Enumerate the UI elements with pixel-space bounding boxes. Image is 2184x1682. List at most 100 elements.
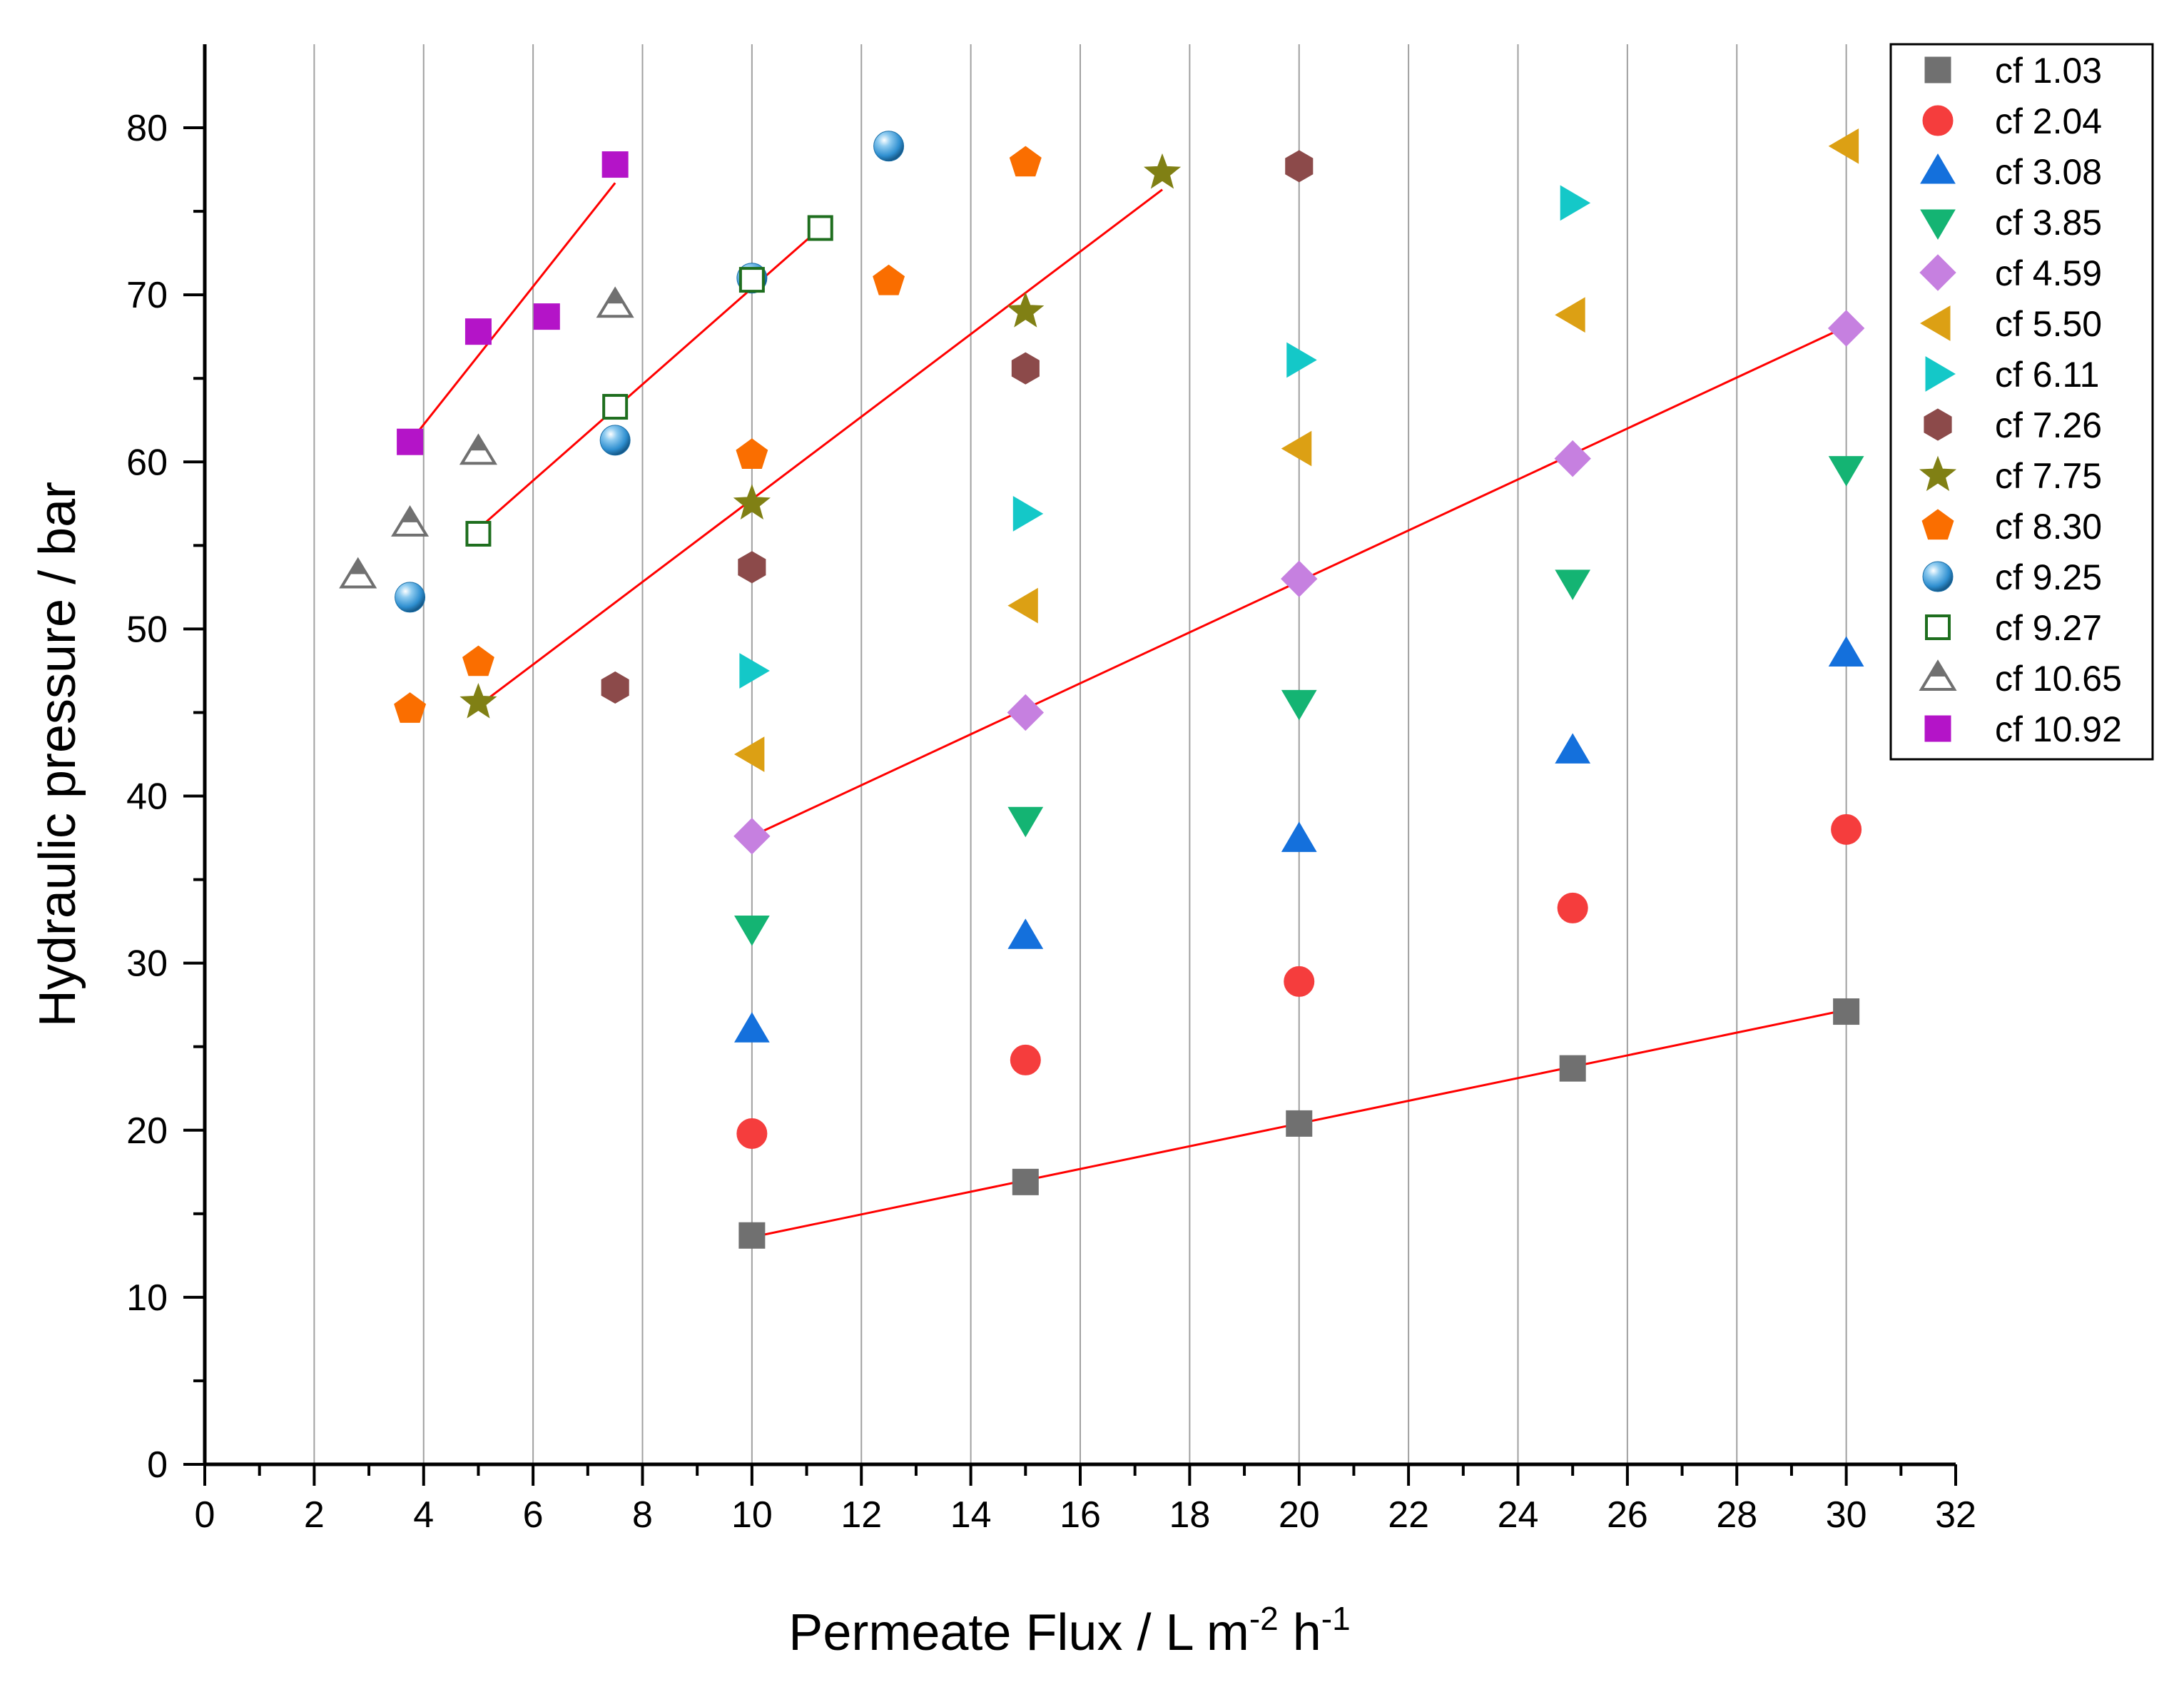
- legend-item-cf-3-08: cf 3.08: [1920, 152, 2102, 192]
- legend-label: cf 7.75: [1995, 456, 2102, 496]
- y-axis-title: Hydraulic pressure / bar: [29, 482, 86, 1027]
- legend-item-cf-9-27: cf 9.27: [1925, 608, 2102, 648]
- point-cf-10-92: [397, 428, 424, 455]
- legend-item-cf-10-92: cf 10.92: [1924, 709, 2122, 749]
- point-cf-10-65: [596, 286, 634, 318]
- point-cf-6-11: [1012, 495, 1044, 532]
- point-cf-3-85: [1828, 456, 1864, 487]
- point-cf-7-26: [1285, 150, 1314, 183]
- point-cf-3-85: [1555, 569, 1591, 600]
- axes: 0 2 4 6 8 10 12 14 16 18 20 22 24 26 28 30 3201020304050…: [126, 44, 1976, 1536]
- point-cf-4-59: [1554, 440, 1591, 477]
- legend-label: cf 2.04: [1995, 101, 2102, 141]
- point-cf-3-08: [1281, 821, 1317, 852]
- legend-item-cf-2-04: cf 2.04: [1922, 101, 2102, 141]
- legend-item-cf-1-03: cf 1.03: [1924, 51, 2102, 91]
- point-cf-10-92: [601, 151, 629, 178]
- fit-line-cf-10-92: [409, 182, 616, 443]
- legend-label: cf 6.11: [1995, 355, 2099, 395]
- legend-marker-cf-5-50: [1920, 305, 1951, 341]
- legend-marker-cf-3-08: [1920, 153, 1956, 184]
- point-cf-10-92: [464, 318, 492, 345]
- point-cf-3-08: [734, 1012, 770, 1043]
- point-cf-4-59: [1827, 310, 1865, 347]
- legend-marker-cf-3-85: [1920, 209, 1956, 240]
- grid: [313, 44, 1847, 1464]
- legend-item-cf-5-50: cf 5.50: [1920, 304, 2102, 344]
- legend-item-cf-10-65: cf 10.65: [1919, 659, 2122, 699]
- legend-label: cf 5.50: [1995, 304, 2102, 344]
- point-cf-8-30: [1009, 146, 1042, 177]
- point-cf-7-75: [733, 484, 771, 520]
- point-cf-6-11: [1286, 342, 1317, 378]
- legend-item-cf-4-59: cf 4.59: [1919, 253, 2102, 293]
- point-cf-2-04: [1284, 966, 1315, 997]
- legend-marker-cf-10-92: [1924, 715, 1951, 742]
- point-cf-3-85: [734, 915, 770, 946]
- y-tick-label: 50: [126, 609, 168, 650]
- point-cf-5-50: [1555, 297, 1585, 333]
- point-cf-9-25: [599, 425, 631, 456]
- point-cf-7-26: [1011, 352, 1040, 385]
- point-cf-4-59: [733, 818, 771, 855]
- legend-label: cf 4.59: [1995, 253, 2102, 293]
- x-tick-label: 16: [1060, 1494, 1101, 1536]
- point-cf-8-30: [462, 645, 494, 677]
- x-tick-label: 30: [1826, 1494, 1867, 1536]
- legend-label: cf 1.03: [1995, 51, 2102, 91]
- point-cf-3-08: [1828, 636, 1864, 667]
- point-cf-5-50: [733, 736, 765, 772]
- point-cf-9-27: [465, 520, 492, 547]
- y-tick-label: 0: [147, 1444, 168, 1486]
- legend-marker-cf-10-65: [1919, 659, 1957, 691]
- legend-marker-cf-4-59: [1919, 254, 1956, 291]
- x-tick-label: 14: [950, 1494, 992, 1536]
- point-cf-2-04: [1557, 892, 1588, 923]
- point-cf-3-08: [1007, 918, 1044, 949]
- x-tick-label: 4: [413, 1494, 434, 1536]
- point-cf-5-50: [1281, 430, 1312, 467]
- x-tick-label: 2: [304, 1494, 325, 1536]
- x-tick-label: 26: [1607, 1494, 1648, 1536]
- legend-label: cf 3.85: [1995, 203, 2102, 243]
- x-tick-label: 10: [731, 1494, 773, 1536]
- point-cf-9-27: [807, 215, 833, 241]
- point-cf-9-27: [738, 267, 765, 293]
- point-cf-7-75: [459, 682, 497, 719]
- point-cf-6-11: [1560, 185, 1591, 221]
- point-cf-1-03: [738, 1222, 766, 1249]
- legend-marker-cf-7-75: [1919, 455, 1957, 492]
- point-cf-10-65: [339, 557, 377, 589]
- x-tick-label: 32: [1935, 1494, 1976, 1536]
- legend-marker-cf-7-26: [1924, 408, 1952, 441]
- point-cf-1-03: [1559, 1055, 1586, 1082]
- point-cf-4-59: [1007, 694, 1045, 731]
- point-cf-1-03: [1286, 1110, 1313, 1137]
- point-cf-4-59: [1281, 560, 1318, 597]
- legend-item-cf-9-25: cf 9.25: [1922, 557, 2102, 597]
- point-cf-7-75: [1007, 292, 1045, 328]
- x-tick-label: 24: [1498, 1494, 1539, 1536]
- legend-label: cf 10.65: [1995, 659, 2122, 699]
- point-cf-10-65: [391, 505, 430, 537]
- fit-line-cf-9-27: [477, 227, 821, 530]
- point-cf-1-03: [1833, 998, 1860, 1025]
- legend-item-cf-6-11: cf 6.11: [1925, 355, 2099, 395]
- legend-item-cf-3-85: cf 3.85: [1920, 203, 2102, 243]
- legend-item-cf-8-30: cf 8.30: [1921, 507, 2102, 547]
- point-cf-7-75: [1143, 153, 1182, 189]
- legend-label: cf 3.08: [1995, 152, 2102, 192]
- legend-label: cf 9.27: [1995, 608, 2102, 648]
- y-tick-label: 10: [126, 1277, 168, 1319]
- y-tick-label: 60: [126, 442, 168, 483]
- legend-label: cf 9.25: [1995, 557, 2102, 597]
- legend-marker-cf-6-11: [1925, 356, 1956, 392]
- legend: cf 1.03 cf 2.04 cf 3.08 cf 3.85 cf 4.59 cf 5.…: [1889, 43, 2154, 761]
- legend-item-cf-7-26: cf 7.26: [1924, 405, 2102, 445]
- point-cf-9-25: [873, 131, 905, 162]
- point-cf-3-85: [1281, 689, 1317, 721]
- point-cf-2-04: [1010, 1044, 1041, 1075]
- point-cf-10-65: [459, 433, 497, 465]
- fit-line-cf-7-75: [477, 188, 1163, 707]
